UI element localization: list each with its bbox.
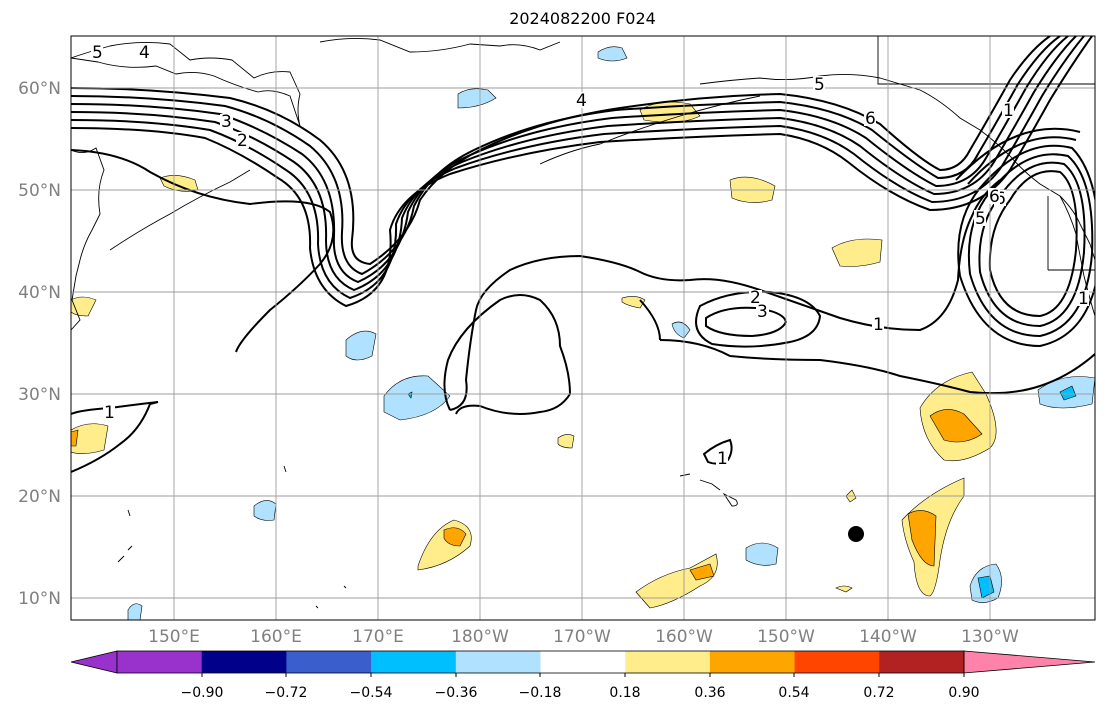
contour-label: 5 — [814, 75, 825, 95]
lat-label: 30°N — [18, 385, 61, 405]
colorbar-tick-label: −0.36 — [435, 685, 478, 701]
colorbar-segment — [625, 651, 711, 673]
colorbar-tick-label: −0.72 — [265, 685, 308, 701]
colorbar-extend-low — [70, 650, 118, 674]
colorbar-segment — [794, 651, 880, 673]
colorbar-segments — [70, 650, 1096, 674]
lon-label: 130°W — [961, 627, 1019, 647]
map-frame — [70, 35, 1096, 621]
latitude-labels: 60°N 50°N 40°N 30°N 20°N 10°N — [18, 79, 61, 609]
lat-label: 60°N — [18, 79, 61, 99]
contour-label: 3 — [221, 112, 232, 132]
lat-label: 20°N — [18, 487, 61, 507]
lon-label: 170°E — [352, 627, 404, 647]
contour-label: 5 — [975, 209, 986, 229]
lon-label: 150°W — [757, 627, 815, 647]
colorbar-tick-label: 0.18 — [609, 685, 640, 701]
contour-label: 4 — [576, 91, 587, 111]
contour-label: 2 — [237, 131, 248, 151]
longitude-labels: 150°E 160°E 170°E 180°W 170°W 160°W 150°… — [148, 627, 1019, 647]
colorbar-tick-label: 0.90 — [948, 685, 979, 701]
contour-label: 6 — [995, 189, 1006, 209]
contour-label: 1 — [1003, 101, 1014, 121]
colorbar-tick-label: −0.54 — [350, 685, 393, 701]
contour-label: 6 — [989, 187, 1000, 207]
colorbar-tick-label: −0.18 — [519, 685, 562, 701]
colorbar: −0.90 −0.72 −0.54 −0.36 −0.18 0.18 0.36 … — [70, 650, 1096, 701]
colorbar-segment — [286, 651, 372, 673]
colorbar-tick-label: 0.54 — [778, 685, 809, 701]
contour-label: 3 — [757, 302, 768, 322]
contour-label: 1 — [717, 449, 728, 469]
colorbar-tick-label: 0.36 — [694, 685, 725, 701]
storm-marker — [848, 526, 864, 542]
lon-label: 170°W — [553, 627, 611, 647]
lon-label: 180°W — [451, 627, 509, 647]
colorbar-tick-labels: −0.90 −0.72 −0.54 −0.36 −0.18 0.18 0.36 … — [181, 685, 980, 701]
colorbar-segment — [455, 651, 541, 673]
colorbar-segment — [709, 651, 796, 673]
contour-label: 4 — [139, 43, 150, 63]
contour-label: 1 — [873, 315, 884, 335]
graticule — [71, 36, 1095, 620]
colorbar-ticks — [201, 673, 965, 677]
lon-label: 140°W — [859, 627, 917, 647]
lon-label: 150°E — [148, 627, 200, 647]
lon-label: 160°E — [250, 627, 302, 647]
contour-label: 1 — [104, 403, 115, 423]
colorbar-tick-label: −0.90 — [181, 685, 224, 701]
contour-label: 6 — [865, 109, 876, 129]
contour-label: 5 — [92, 43, 103, 63]
colorbar-extend-high — [963, 650, 1096, 674]
contour-labels: 5 4 3 2 4 6 5 6 1 6 5 2 3 1 1 1 1 — [91, 43, 1089, 469]
colorbar-segment — [540, 651, 626, 673]
map-title: 2024082200 F024 — [509, 9, 656, 28]
colorbar-segment — [117, 651, 203, 673]
contour-label: 1 — [1078, 289, 1089, 309]
lat-label: 10°N — [18, 589, 61, 609]
colorbar-segment — [201, 651, 287, 673]
lat-label: 50°N — [18, 181, 61, 201]
colorbar-segment — [371, 651, 457, 673]
colorbar-tick-label: 0.72 — [863, 685, 894, 701]
colorbar-segment — [879, 651, 965, 673]
lat-label: 40°N — [18, 283, 61, 303]
contour-label: 2 — [750, 288, 761, 308]
lon-label: 160°W — [655, 627, 713, 647]
